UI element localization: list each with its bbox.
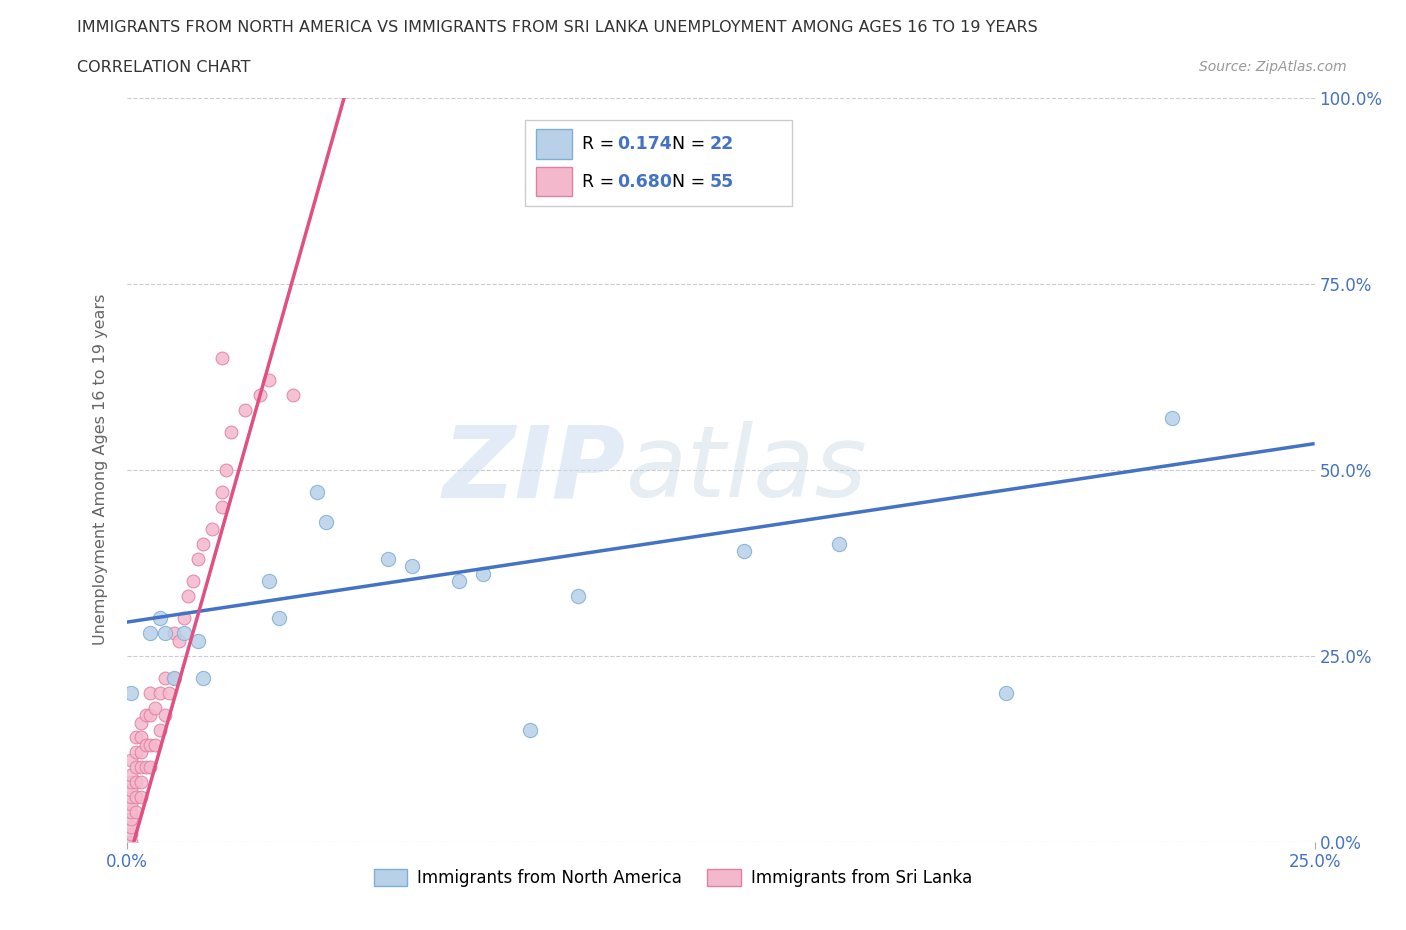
- Point: [125, 730, 148, 745]
- Point: [249, 388, 271, 403]
- Point: [129, 730, 152, 745]
- Point: [129, 745, 152, 760]
- Point: [135, 737, 157, 752]
- Point: [828, 537, 851, 551]
- Point: [167, 633, 190, 648]
- Point: [129, 775, 152, 790]
- Point: [129, 760, 152, 775]
- Point: [281, 388, 304, 403]
- Point: [153, 671, 176, 685]
- Point: [187, 551, 209, 566]
- Point: [177, 589, 200, 604]
- Text: IMMIGRANTS FROM NORTH AMERICA VS IMMIGRANTS FROM SRI LANKA UNEMPLOYMENT AMONG AG: IMMIGRANTS FROM NORTH AMERICA VS IMMIGRA…: [77, 20, 1038, 35]
- Point: [125, 790, 148, 804]
- Point: [163, 671, 186, 685]
- Point: [120, 685, 142, 700]
- Point: [129, 715, 152, 730]
- Point: [139, 685, 162, 700]
- Point: [267, 611, 290, 626]
- Point: [129, 790, 152, 804]
- Point: [211, 485, 233, 499]
- Point: [219, 425, 242, 440]
- Point: [153, 708, 176, 723]
- Point: [201, 522, 224, 537]
- Point: [120, 819, 142, 834]
- Point: [401, 559, 423, 574]
- Point: [377, 551, 399, 566]
- Point: [215, 462, 238, 477]
- Text: 0.680: 0.680: [617, 173, 672, 191]
- Point: [181, 574, 204, 589]
- Point: [472, 566, 495, 581]
- Point: [211, 351, 233, 365]
- Text: N =: N =: [661, 173, 711, 191]
- Point: [120, 752, 142, 767]
- Point: [125, 804, 148, 819]
- Point: [139, 760, 162, 775]
- Text: Source: ZipAtlas.com: Source: ZipAtlas.com: [1199, 60, 1347, 74]
- Text: CORRELATION CHART: CORRELATION CHART: [77, 60, 250, 75]
- Point: [120, 804, 142, 819]
- Point: [120, 827, 142, 842]
- Point: [257, 373, 280, 388]
- FancyBboxPatch shape: [524, 120, 792, 206]
- Point: [125, 745, 148, 760]
- Point: [120, 767, 142, 782]
- Point: [143, 700, 166, 715]
- Point: [733, 544, 755, 559]
- Point: [139, 626, 162, 641]
- Point: [315, 514, 337, 529]
- Point: [157, 685, 180, 700]
- Point: [120, 812, 142, 827]
- Point: [519, 723, 541, 737]
- Point: [120, 797, 142, 812]
- Point: [449, 574, 471, 589]
- Text: 22: 22: [710, 135, 734, 153]
- Point: [125, 760, 148, 775]
- FancyBboxPatch shape: [537, 129, 572, 159]
- Point: [143, 737, 166, 752]
- Point: [149, 611, 172, 626]
- Point: [139, 708, 162, 723]
- Text: N =: N =: [661, 135, 711, 153]
- Point: [125, 775, 148, 790]
- Text: atlas: atlas: [626, 421, 868, 518]
- Point: [257, 574, 280, 589]
- Point: [187, 633, 209, 648]
- Point: [120, 834, 142, 849]
- Text: R =: R =: [582, 173, 619, 191]
- Point: [163, 626, 186, 641]
- Point: [191, 671, 214, 685]
- Point: [305, 485, 328, 499]
- Point: [149, 723, 172, 737]
- Point: [233, 403, 257, 418]
- Text: ZIP: ZIP: [443, 421, 626, 518]
- Point: [994, 685, 1017, 700]
- Point: [567, 589, 589, 604]
- Point: [139, 737, 162, 752]
- Point: [135, 708, 157, 723]
- Point: [120, 782, 142, 797]
- Point: [191, 537, 214, 551]
- Point: [135, 760, 157, 775]
- Point: [211, 499, 233, 514]
- Point: [173, 611, 195, 626]
- Point: [149, 685, 172, 700]
- Text: 0.174: 0.174: [617, 135, 672, 153]
- Point: [1161, 410, 1184, 425]
- Legend: Immigrants from North America, Immigrants from Sri Lanka: Immigrants from North America, Immigrant…: [374, 869, 972, 887]
- Text: 55: 55: [710, 173, 734, 191]
- Point: [120, 775, 142, 790]
- Point: [173, 626, 195, 641]
- Point: [153, 626, 176, 641]
- Point: [120, 790, 142, 804]
- Point: [163, 671, 186, 685]
- Y-axis label: Unemployment Among Ages 16 to 19 years: Unemployment Among Ages 16 to 19 years: [93, 294, 108, 645]
- Text: R =: R =: [582, 135, 619, 153]
- FancyBboxPatch shape: [537, 166, 572, 196]
